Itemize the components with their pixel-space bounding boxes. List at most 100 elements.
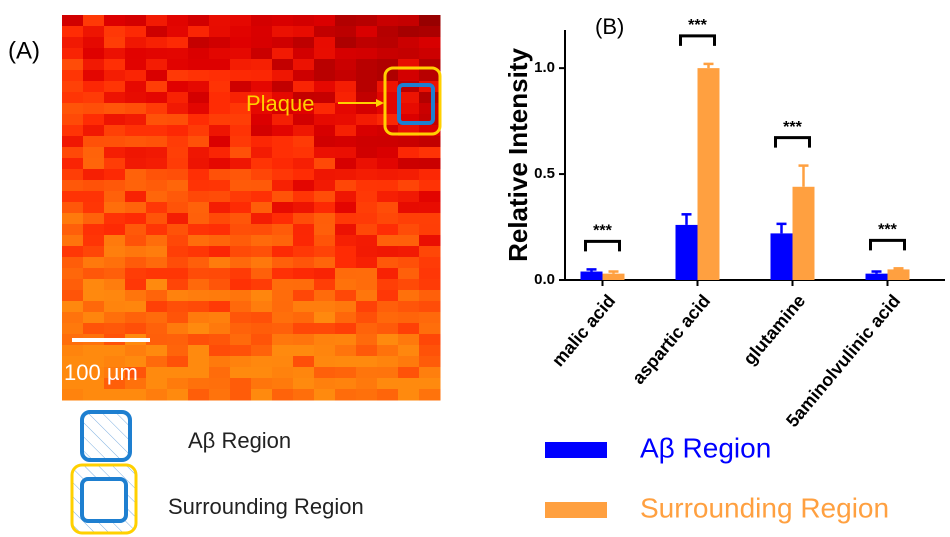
heat-cell — [251, 268, 273, 280]
heat-cell — [125, 312, 147, 324]
heat-cell — [377, 378, 399, 390]
heat-cell — [251, 367, 273, 379]
heat-cell — [230, 213, 252, 225]
heat-cell — [377, 367, 399, 379]
significance-label: *** — [878, 222, 897, 239]
heat-cell — [83, 213, 105, 225]
heat-cell — [230, 323, 252, 335]
heat-cell — [62, 169, 84, 181]
heat-cell — [419, 334, 441, 346]
heat-cell — [377, 224, 399, 236]
heat-cell — [209, 334, 231, 346]
heat-cell — [293, 246, 315, 258]
heat-cell — [398, 147, 420, 159]
heat-cell — [419, 92, 441, 104]
heat-cell — [251, 125, 273, 137]
heat-cell — [146, 301, 168, 313]
heat-cell — [209, 345, 231, 357]
heat-cell — [146, 345, 168, 357]
heat-cell — [146, 103, 168, 115]
y-tick-label: 1.0 — [534, 59, 555, 76]
heat-cell — [230, 202, 252, 214]
heat-cell — [146, 48, 168, 60]
heat-cell — [272, 26, 294, 38]
legend-abeta-icon — [82, 412, 130, 460]
heat-cell — [335, 246, 357, 258]
heat-cell — [125, 213, 147, 225]
heat-cell — [377, 169, 399, 181]
heat-cell — [251, 147, 273, 159]
legend-label: Aβ Region — [640, 432, 771, 463]
heat-cell — [251, 191, 273, 203]
heat-cell — [62, 268, 84, 280]
heat-cell — [62, 312, 84, 324]
heat-cell — [83, 224, 105, 236]
heat-cell — [125, 147, 147, 159]
heat-cell — [272, 367, 294, 379]
heat-cell — [272, 378, 294, 390]
heat-cell — [251, 59, 273, 71]
heat-cell — [146, 378, 168, 390]
heat-cell — [146, 158, 168, 170]
heat-cell — [314, 158, 336, 170]
heat-cell — [167, 378, 189, 390]
heat-cell — [230, 224, 252, 236]
heat-cell — [335, 301, 357, 313]
heat-cell — [146, 59, 168, 71]
heat-cell — [251, 180, 273, 192]
heat-cell — [83, 125, 105, 137]
heat-cell — [62, 125, 84, 137]
heat-cell — [167, 279, 189, 291]
heat-cell — [167, 312, 189, 324]
heat-cell — [398, 367, 420, 379]
heat-cell — [167, 213, 189, 225]
heat-cell — [335, 356, 357, 368]
heat-cell — [167, 257, 189, 269]
heat-cell — [251, 279, 273, 291]
heat-cell — [335, 37, 357, 49]
heat-cell — [272, 158, 294, 170]
heat-cell — [167, 103, 189, 115]
heat-cell — [251, 213, 273, 225]
heat-cell — [62, 59, 84, 71]
heat-cell — [167, 114, 189, 126]
significance-bracket — [681, 36, 715, 46]
heat-cell — [209, 235, 231, 247]
heat-cell — [419, 367, 441, 379]
heat-cell — [125, 26, 147, 38]
heat-cell — [272, 191, 294, 203]
heat-cell — [188, 301, 210, 313]
heat-cell — [356, 37, 378, 49]
heat-cell — [356, 257, 378, 269]
heat-cell — [125, 389, 147, 401]
heat-cell — [146, 268, 168, 280]
heat-cell — [167, 158, 189, 170]
heat-cell — [377, 191, 399, 203]
heat-cell — [377, 26, 399, 38]
heat-cell — [62, 235, 84, 247]
heat-cell — [146, 26, 168, 38]
heat-cell — [125, 15, 147, 27]
heat-cell — [356, 81, 378, 93]
heat-cell — [251, 345, 273, 357]
heat-cell — [146, 323, 168, 335]
heat-cell — [188, 70, 210, 82]
heat-cell — [251, 235, 273, 247]
heat-cell — [272, 37, 294, 49]
heat-cell — [272, 389, 294, 401]
heat-cell — [167, 147, 189, 159]
heat-cell — [167, 202, 189, 214]
heat-cell — [125, 290, 147, 302]
heat-cell — [104, 235, 126, 247]
heat-cell — [230, 290, 252, 302]
heat-cell — [188, 26, 210, 38]
heat-cell — [230, 37, 252, 49]
heat-cell — [314, 334, 336, 346]
heat-cell — [188, 81, 210, 93]
heat-cell — [272, 279, 294, 291]
heat-cell — [398, 158, 420, 170]
heat-cell — [272, 147, 294, 159]
heat-cell — [335, 367, 357, 379]
heat-cell — [104, 180, 126, 192]
heat-cell — [314, 180, 336, 192]
